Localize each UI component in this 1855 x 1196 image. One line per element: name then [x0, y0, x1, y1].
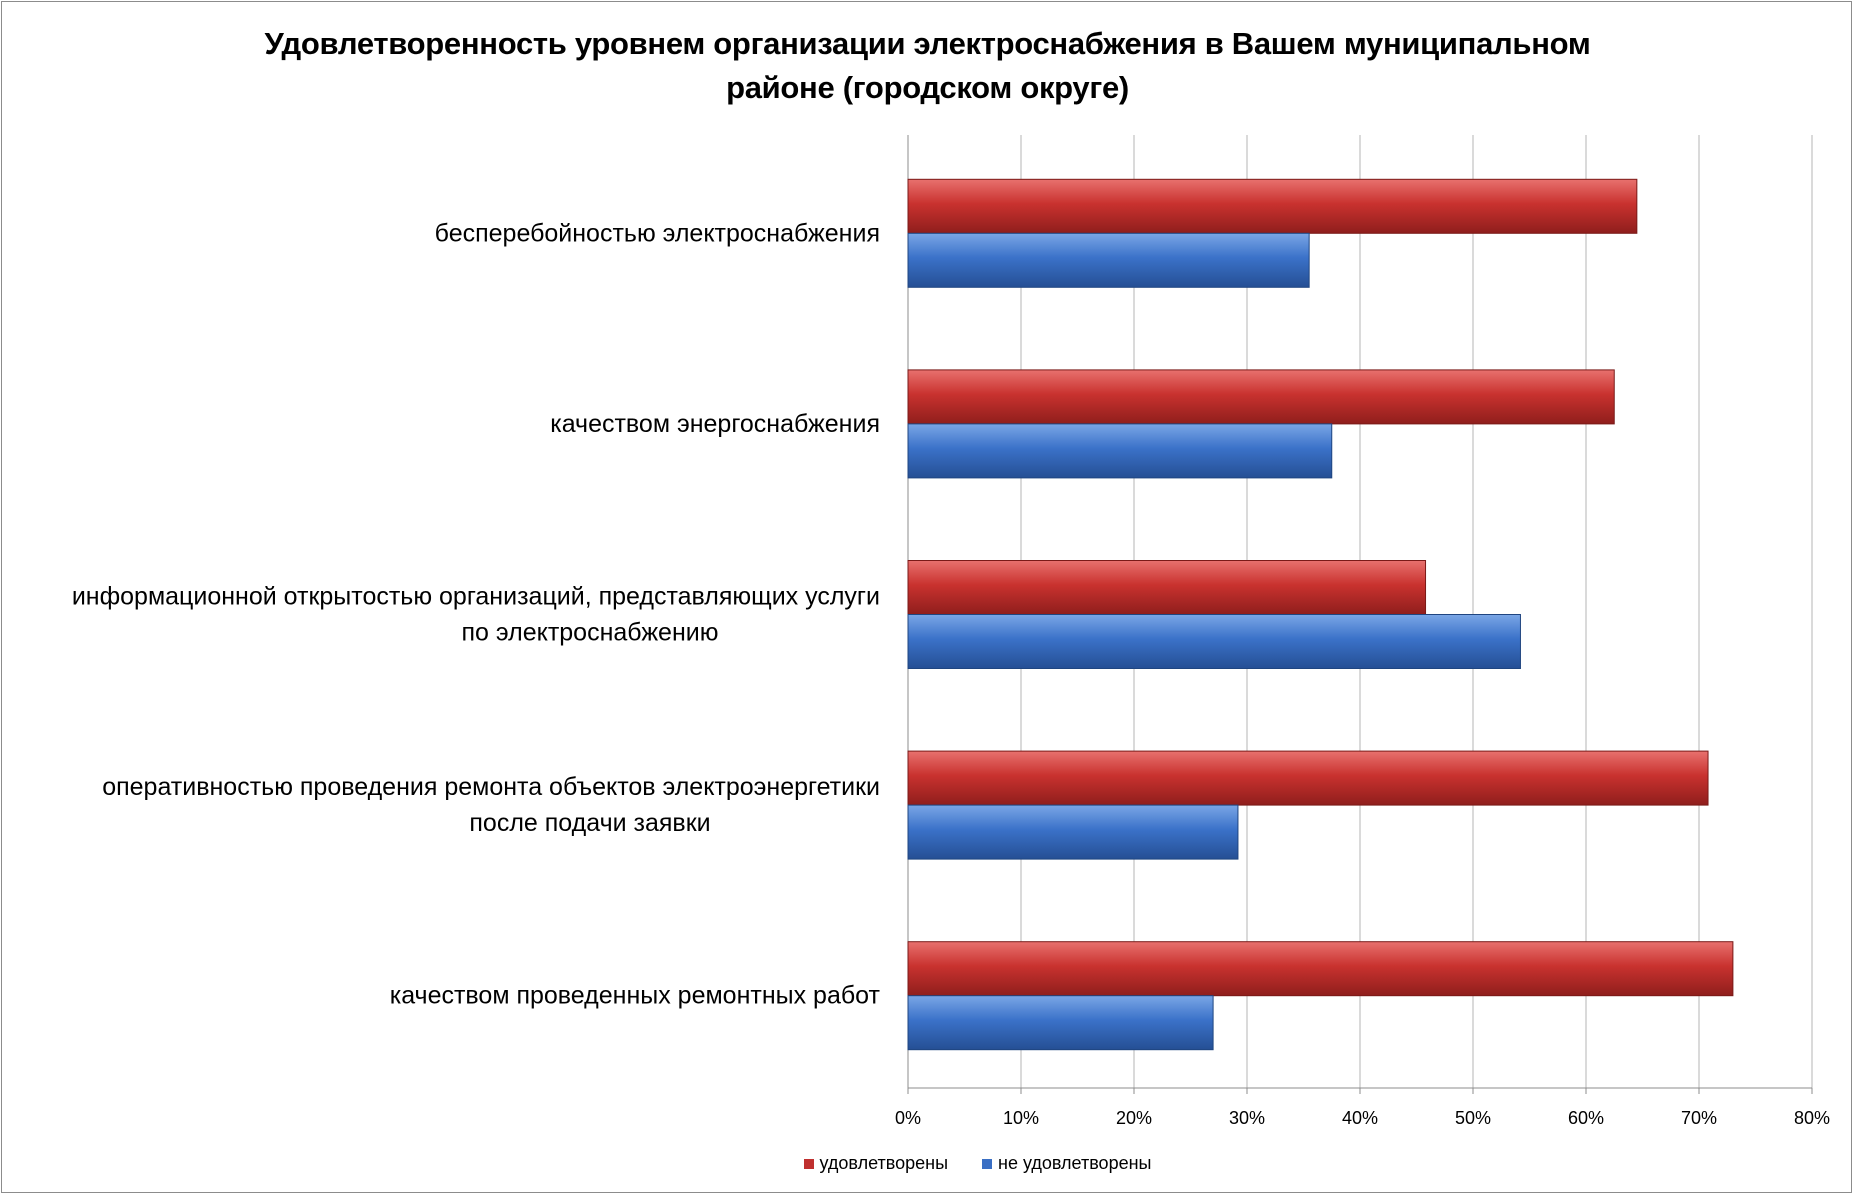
legend-label-satisfied: удовлетворены: [819, 1153, 949, 1173]
bar-not-satisfied: [907, 232, 1310, 288]
bar-not-satisfied: [907, 423, 1333, 479]
x-tick-label: 50%: [1455, 1108, 1491, 1128]
x-tick-label: 80%: [1794, 1108, 1830, 1128]
category-label: по электроснабжению: [462, 619, 719, 647]
chart-title-line-2: районе (городском округе): [726, 70, 1129, 105]
x-tick-label: 20%: [1116, 1108, 1152, 1128]
bar-satisfied: [907, 560, 1427, 615]
legend-label-not-satisfied: не удовлетворены: [998, 1153, 1152, 1173]
legend-item-not-satisfied: не удовлетворены: [982, 1153, 1151, 1174]
category-label: информационной открытостью организаций, …: [72, 583, 880, 611]
x-tick-label: 10%: [1003, 1108, 1039, 1128]
bar-satisfied: [907, 750, 1709, 806]
x-tick-label: 40%: [1342, 1108, 1378, 1128]
x-tick-label: 30%: [1229, 1108, 1265, 1128]
category-label: качеством проведенных ремонтных работ: [390, 982, 881, 1010]
bar-not-satisfied: [907, 804, 1239, 860]
x-tick-label: 0%: [895, 1108, 921, 1128]
legend-swatch-satisfied: [803, 1158, 814, 1169]
bar-not-satisfied: [907, 614, 1521, 669]
category-label: качеством энергоснабжения: [550, 410, 880, 438]
legend-item-satisfied: удовлетворены: [803, 1153, 949, 1174]
bar-satisfied: [907, 941, 1734, 997]
chart-title: Удовлетворенность уровнем организации эл…: [0, 22, 1855, 110]
x-tick-label: 60%: [1568, 1108, 1604, 1128]
bar-not-satisfied: [907, 995, 1214, 1051]
legend: удовлетворены не удовлетворены: [0, 1153, 1855, 1174]
bar-satisfied: [907, 369, 1615, 425]
category-label: бесперебойностью электроснабжения: [435, 219, 880, 247]
chart-title-line-1: Удовлетворенность уровнем организации эл…: [264, 26, 1591, 61]
category-label: оперативностью проведения ремонта объект…: [102, 773, 880, 801]
x-tick-label: 70%: [1681, 1108, 1717, 1128]
legend-swatch-not-satisfied: [982, 1158, 993, 1169]
category-label: после подачи заявки: [469, 809, 710, 837]
bar-satisfied: [907, 178, 1638, 234]
